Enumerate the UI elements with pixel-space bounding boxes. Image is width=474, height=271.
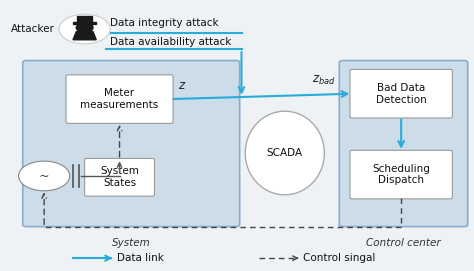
- Text: Attacker: Attacker: [10, 24, 55, 34]
- FancyBboxPatch shape: [66, 75, 173, 123]
- FancyBboxPatch shape: [350, 69, 452, 118]
- Text: Data link: Data link: [117, 253, 164, 263]
- Text: $z$: $z$: [178, 79, 187, 92]
- FancyBboxPatch shape: [77, 16, 92, 22]
- Circle shape: [18, 161, 70, 191]
- Text: Control center: Control center: [366, 238, 441, 248]
- Text: Data availability attack: Data availability attack: [110, 37, 232, 47]
- Polygon shape: [73, 32, 96, 40]
- Circle shape: [59, 14, 110, 44]
- FancyBboxPatch shape: [73, 22, 96, 24]
- Text: System
States: System States: [100, 166, 139, 188]
- Ellipse shape: [245, 111, 324, 195]
- Circle shape: [76, 23, 93, 33]
- FancyBboxPatch shape: [85, 159, 155, 196]
- Text: $z_{bad}$: $z_{bad}$: [312, 74, 336, 87]
- FancyBboxPatch shape: [350, 150, 452, 199]
- Text: Data integrity attack: Data integrity attack: [110, 18, 219, 28]
- Text: ~: ~: [39, 169, 49, 182]
- FancyBboxPatch shape: [339, 60, 468, 227]
- Text: Meter
measurements: Meter measurements: [81, 88, 159, 110]
- Text: SCADA: SCADA: [267, 148, 303, 158]
- Text: Bad Data
Detection: Bad Data Detection: [376, 83, 427, 105]
- Text: Control singal: Control singal: [303, 253, 376, 263]
- Text: System: System: [112, 238, 151, 248]
- Text: Scheduling
Dispatch: Scheduling Dispatch: [372, 164, 430, 185]
- FancyBboxPatch shape: [23, 60, 240, 227]
